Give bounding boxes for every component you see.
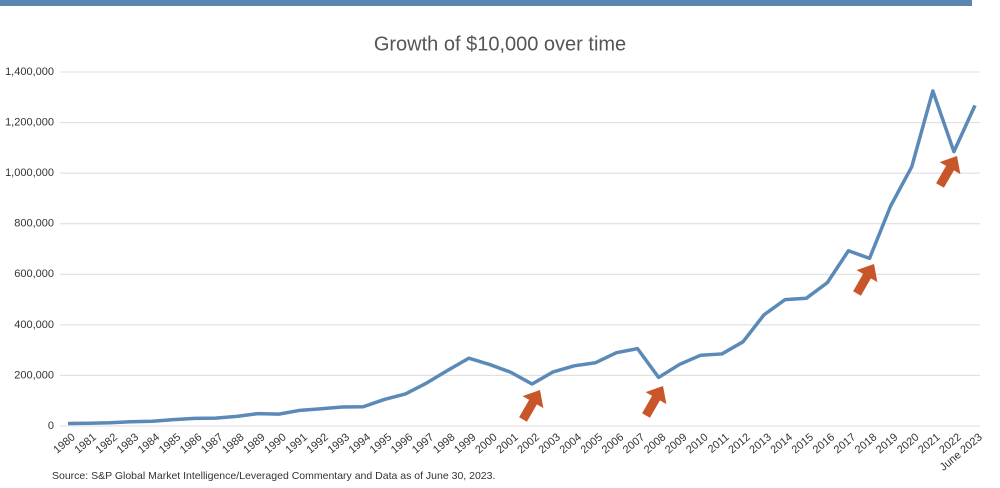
y-tick-label: 600,000 bbox=[14, 268, 54, 280]
x-tick-label: 1983 bbox=[115, 431, 141, 456]
x-tick-label: 1987 bbox=[199, 431, 225, 456]
x-tick-label: 1984 bbox=[136, 431, 162, 456]
plot bbox=[67, 89, 977, 426]
data-line bbox=[67, 89, 977, 426]
x-tick-label: 2007 bbox=[621, 431, 647, 456]
x-tick-label: 2011 bbox=[706, 431, 732, 455]
x-tick-label: 1997 bbox=[410, 431, 436, 456]
y-tick-label: 400,000 bbox=[14, 319, 54, 331]
arrow bbox=[936, 156, 961, 188]
x-tick-label: 1999 bbox=[452, 431, 478, 456]
x-tick-label: 2019 bbox=[874, 431, 900, 456]
y-tick-label: 1,200,000 bbox=[5, 116, 54, 128]
arrow bbox=[853, 264, 878, 296]
x-tick-label: 2021 bbox=[916, 431, 942, 456]
x-tick-label: 2015 bbox=[790, 431, 816, 456]
x-tick-label: 2010 bbox=[684, 431, 710, 456]
chart-title: Growth of $10,000 over time bbox=[374, 33, 626, 55]
arrow bbox=[519, 390, 544, 422]
x-tick-label: 1995 bbox=[368, 431, 394, 456]
x-tick-label: 1989 bbox=[241, 431, 267, 456]
x-tick-label: 2004 bbox=[558, 431, 584, 456]
x-tick-label: 1985 bbox=[157, 431, 183, 456]
x-tick-label: 2000 bbox=[473, 431, 499, 456]
x-tick-label: 1992 bbox=[304, 431, 330, 456]
x-tick-label: 2003 bbox=[536, 431, 562, 456]
x-tick-label: 2001 bbox=[494, 431, 520, 456]
arrows bbox=[519, 156, 961, 422]
x-tick-label: 2017 bbox=[832, 431, 858, 456]
y-tick-label: 0 bbox=[48, 420, 54, 432]
x-tick-label: 1993 bbox=[326, 431, 352, 456]
x-tick-label: 2002 bbox=[515, 431, 541, 456]
x-tick-label: 2014 bbox=[768, 431, 794, 456]
x-tick-label: 2020 bbox=[895, 431, 921, 456]
x-tick-label: 1991 bbox=[283, 431, 309, 456]
x-tick-label: 1981 bbox=[72, 431, 98, 456]
x-tick-label: 2016 bbox=[811, 431, 837, 456]
x-tick-label: 1980 bbox=[51, 431, 77, 456]
x-tick-label: 2006 bbox=[600, 431, 626, 456]
x-tick-label: 2018 bbox=[853, 431, 879, 456]
x-tick-label: 1996 bbox=[389, 431, 415, 456]
source-note: Source: S&P Global Market Intelligence/L… bbox=[52, 470, 495, 482]
x-tick-label: 2009 bbox=[663, 431, 689, 456]
x-tick-label: 2012 bbox=[726, 431, 752, 456]
y-tick-label: 1,000,000 bbox=[5, 167, 54, 179]
x-tick-label: 1998 bbox=[431, 431, 457, 456]
x-tick-label: 2013 bbox=[747, 431, 773, 456]
y-tick-label: 200,000 bbox=[14, 369, 54, 381]
y-tick-label: 1,400,000 bbox=[5, 66, 54, 78]
x-tick-label: 1986 bbox=[178, 431, 204, 456]
x-tick-label: 1982 bbox=[94, 431, 120, 456]
x-tick-label: 1990 bbox=[262, 431, 288, 456]
x-tick-label: 1988 bbox=[220, 431, 246, 456]
y-tick-label: 800,000 bbox=[14, 218, 54, 230]
x-tick-label: 2008 bbox=[642, 431, 668, 456]
top-bar bbox=[0, 0, 972, 6]
x-tick-label: 2005 bbox=[579, 431, 605, 456]
x-tick-label: 1994 bbox=[347, 431, 373, 456]
arrow bbox=[642, 386, 667, 418]
